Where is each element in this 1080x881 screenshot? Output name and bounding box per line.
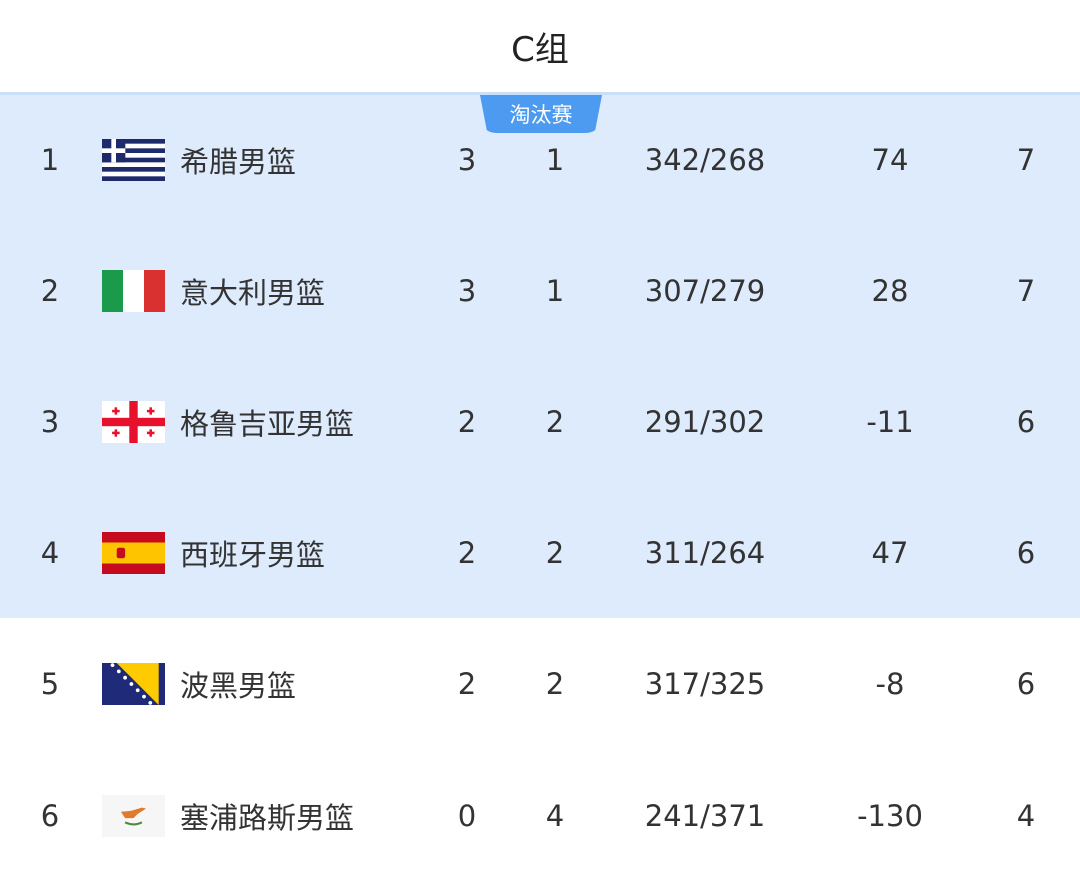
standings-row[interactable]: 4 2 2 311/264 47 6 西班牙男篮 (0, 488, 1080, 619)
points-cell: 6 (1016, 404, 1036, 439)
score-cell: 291/302 (644, 404, 766, 439)
losses-cell: 4 (545, 798, 565, 833)
goal-diff-cell: 74 (871, 142, 909, 177)
team-name[interactable]: 塞浦路斯男篮 (180, 800, 355, 835)
points-cell: 7 (1016, 142, 1036, 177)
team-name[interactable]: 西班牙男篮 (180, 538, 326, 573)
bosnia-flag-icon (102, 663, 165, 706)
standings-row[interactable]: 2 3 1 307/279 28 7 意大利男篮 (0, 225, 1080, 356)
score-cell: 342/268 (644, 142, 766, 177)
greece-flag-icon (102, 138, 165, 181)
group-header: C组 (0, 0, 1080, 95)
losses-cell: 1 (545, 273, 565, 308)
points-cell: 7 (1016, 273, 1036, 308)
spain-flag-icon (102, 532, 165, 575)
goal-diff-cell: -11 (866, 404, 914, 439)
score-cell: 317/325 (644, 667, 766, 702)
rank-cell: 3 (40, 404, 60, 439)
score-cell: 307/279 (644, 273, 766, 308)
score-cell: 311/264 (644, 536, 766, 571)
goal-diff-cell: 47 (871, 536, 909, 571)
standings-row[interactable]: 5 2 2 317/325 -8 6 波黑男篮 (0, 619, 1080, 750)
losses-cell: 2 (545, 536, 565, 571)
points-cell: 6 (1016, 536, 1036, 571)
wins-cell: 3 (457, 273, 477, 308)
wins-cell: 3 (457, 142, 477, 177)
wins-cell: 2 (457, 404, 477, 439)
rank-cell: 1 (40, 142, 60, 177)
team-name[interactable]: 意大利男篮 (180, 275, 326, 310)
points-cell: 6 (1016, 667, 1036, 702)
qualified-highlight (0, 95, 1080, 618)
wins-cell: 2 (457, 667, 477, 702)
knockout-badge: 淘汰赛 (480, 95, 602, 133)
goal-diff-cell: -8 (875, 667, 905, 702)
team-name[interactable]: 格鲁吉亚男篮 (180, 406, 355, 441)
goal-diff-cell: -130 (857, 798, 923, 833)
rank-cell: 2 (40, 273, 60, 308)
standings-row[interactable]: 1 3 1 342/268 74 7 希腊男篮 (0, 94, 1080, 225)
rank-cell: 6 (40, 798, 60, 833)
rank-cell: 4 (40, 536, 60, 571)
cyprus-flag-icon (102, 794, 165, 837)
wins-cell: 0 (457, 798, 477, 833)
team-name[interactable]: 希腊男篮 (180, 144, 297, 179)
standings-row[interactable]: 6 0 4 241/371 -130 4 塞浦路斯男篮 (0, 750, 1080, 881)
georgia-flag-icon (102, 400, 165, 443)
wins-cell: 2 (457, 536, 477, 571)
team-name[interactable]: 波黑男篮 (180, 669, 297, 704)
points-cell: 4 (1016, 798, 1036, 833)
group-title: C组 (511, 29, 569, 70)
italy-flag-icon (102, 269, 165, 312)
losses-cell: 2 (545, 404, 565, 439)
score-cell: 241/371 (644, 798, 766, 833)
losses-cell: 1 (545, 142, 565, 177)
goal-diff-cell: 28 (871, 273, 909, 308)
losses-cell: 2 (545, 667, 565, 702)
standings-row[interactable]: 3 2 2 291/302 -11 6 格鲁吉亚男篮 (0, 356, 1080, 487)
rank-cell: 5 (40, 667, 60, 702)
